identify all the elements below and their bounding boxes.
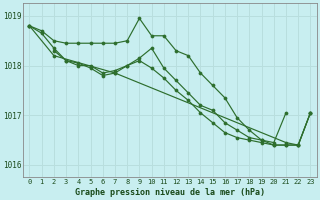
X-axis label: Graphe pression niveau de la mer (hPa): Graphe pression niveau de la mer (hPa) (75, 188, 265, 197)
